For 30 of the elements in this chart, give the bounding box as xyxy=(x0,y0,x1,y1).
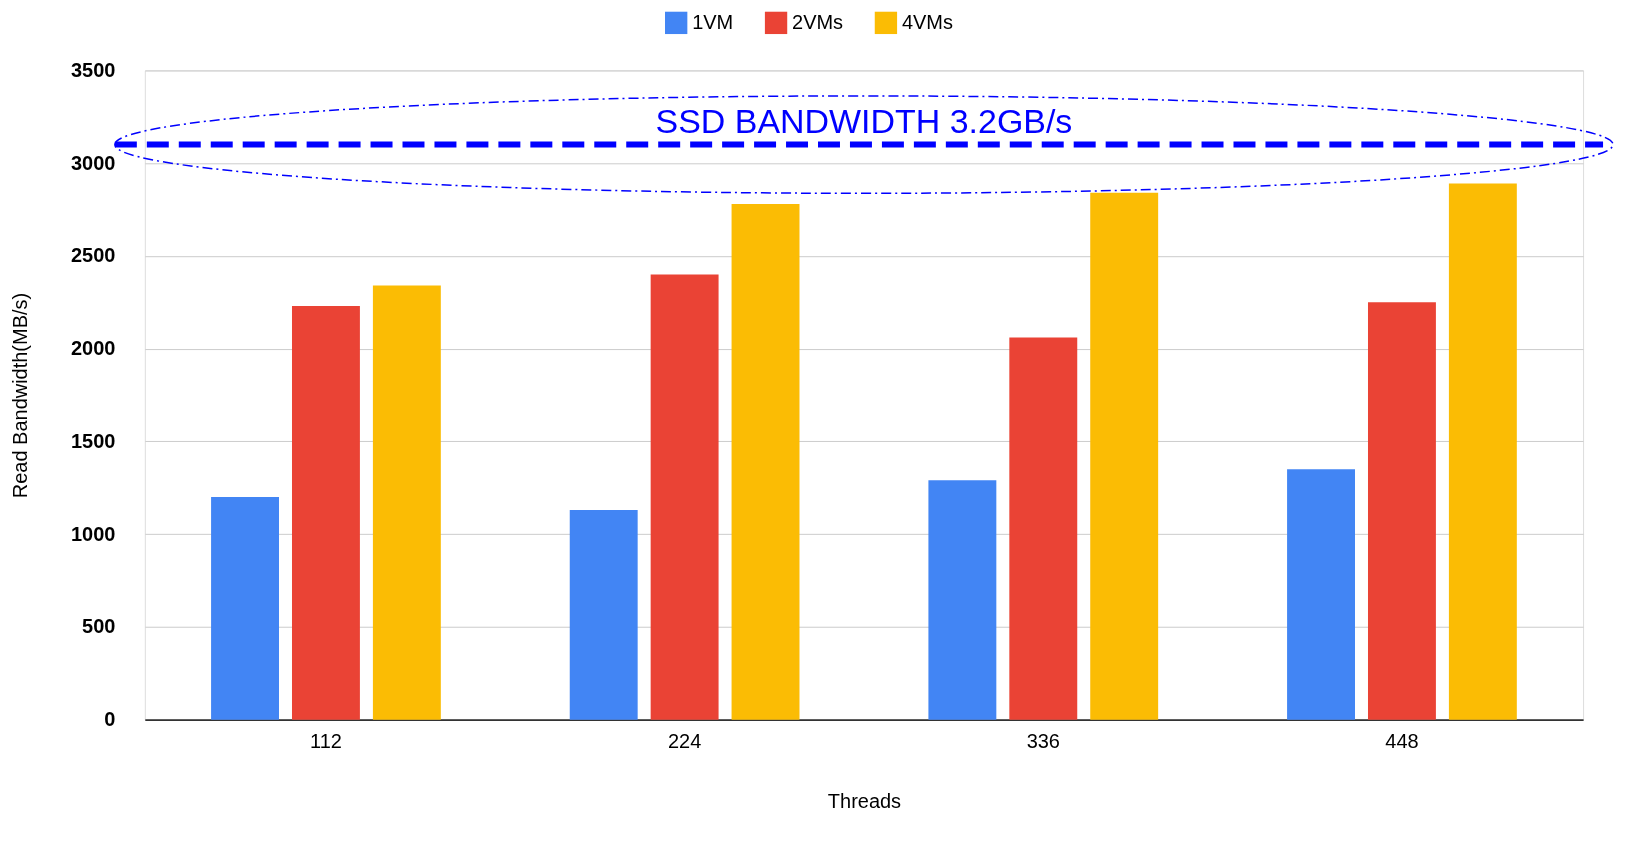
ref-line-label: SSD BANDWIDTH 3.2GB/s xyxy=(655,101,1073,140)
bar xyxy=(650,274,719,720)
bar xyxy=(1009,337,1078,720)
y-tick-label: 1000 xyxy=(70,522,116,545)
y-tick-label: 0 xyxy=(104,708,116,731)
y-tick-label: 2000 xyxy=(70,337,116,360)
y-tick-label: 3000 xyxy=(70,151,116,174)
bar xyxy=(1367,302,1436,720)
bar xyxy=(1448,183,1517,720)
legend-label: 4VMs xyxy=(901,10,953,33)
bar xyxy=(928,480,997,720)
x-tick-label: 448 xyxy=(1385,730,1419,753)
x-tick-label: 336 xyxy=(1026,730,1060,753)
bar xyxy=(211,497,279,720)
y-axis-title: Read Bandwidth(MB/s) xyxy=(8,292,31,499)
y-tick-label: 3500 xyxy=(70,58,116,81)
bar xyxy=(372,285,441,720)
bar xyxy=(731,203,800,720)
y-tick-label: 1500 xyxy=(70,429,116,452)
bar xyxy=(569,510,638,720)
legend-label: 2VMs xyxy=(792,10,844,33)
y-tick-label: 500 xyxy=(82,615,116,638)
bar xyxy=(1287,469,1355,720)
legend-label: 1VM xyxy=(692,10,734,33)
x-tick-label: 224 xyxy=(667,730,702,753)
x-tick-label: 112 xyxy=(310,730,342,753)
bar xyxy=(291,305,360,720)
y-tick-label: 2500 xyxy=(70,244,116,267)
x-axis-title: Threads xyxy=(827,790,902,813)
bar xyxy=(1090,192,1159,720)
